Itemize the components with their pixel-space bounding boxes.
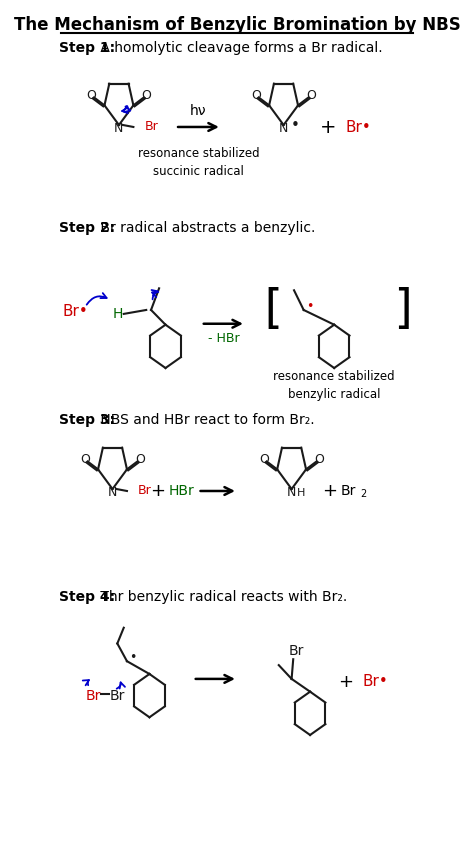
Text: Br radical abstracts a benzylic.: Br radical abstracts a benzylic. [96,222,316,235]
Text: O: O [251,89,261,102]
Text: H: H [296,488,305,498]
Text: •: • [291,119,300,133]
Text: Step 3:: Step 3: [59,413,115,427]
Text: ]: ] [391,288,419,332]
Text: •: • [306,300,313,313]
Text: resonance stabilized
succinic radical: resonance stabilized succinic radical [137,147,259,178]
Text: O: O [306,89,316,102]
Text: Br: Br [85,689,100,703]
Text: +: + [319,119,336,137]
Text: hν: hν [190,104,207,119]
Text: 2: 2 [360,489,366,499]
Text: N: N [108,486,117,499]
Text: The Mechanism of Benzylic Bromination by NBS: The Mechanism of Benzylic Bromination by… [14,15,460,34]
Text: Br: Br [341,484,356,498]
Text: HBr: HBr [169,484,194,498]
Text: Br: Br [288,644,304,658]
Text: O: O [80,453,90,466]
Text: +: + [150,482,165,500]
Text: Br: Br [145,120,158,133]
Text: Step 1:: Step 1: [59,41,115,55]
Text: N: N [114,123,124,136]
Text: resonance stabilized
benzylic radical: resonance stabilized benzylic radical [273,370,395,401]
Text: [: [ [257,288,285,332]
Text: A homolytic cleavage forms a Br radical.: A homolytic cleavage forms a Br radical. [96,41,383,55]
Text: Br: Br [138,484,152,497]
Text: Br•: Br• [346,120,371,136]
Text: - HBr: - HBr [208,332,239,345]
Text: Br: Br [110,689,126,703]
Text: N: N [279,123,288,136]
Text: •: • [129,651,137,664]
Text: O: O [259,453,269,466]
Text: H: H [112,307,122,321]
Text: Br•: Br• [362,674,388,690]
Text: NBS and HBr react to form Br₂.: NBS and HBr react to form Br₂. [96,413,315,427]
Text: N: N [287,486,296,499]
Text: O: O [87,89,97,102]
Text: O: O [135,453,145,466]
Text: +: + [322,482,337,500]
Text: Thr benzylic radical reacts with Br₂.: Thr benzylic radical reacts with Br₂. [96,590,348,604]
Text: Step 2:: Step 2: [59,222,115,235]
Text: +: + [338,673,353,691]
Text: Step 4:: Step 4: [59,590,115,604]
Text: O: O [314,453,324,466]
Text: O: O [141,89,151,102]
Text: Br•: Br• [63,304,89,320]
